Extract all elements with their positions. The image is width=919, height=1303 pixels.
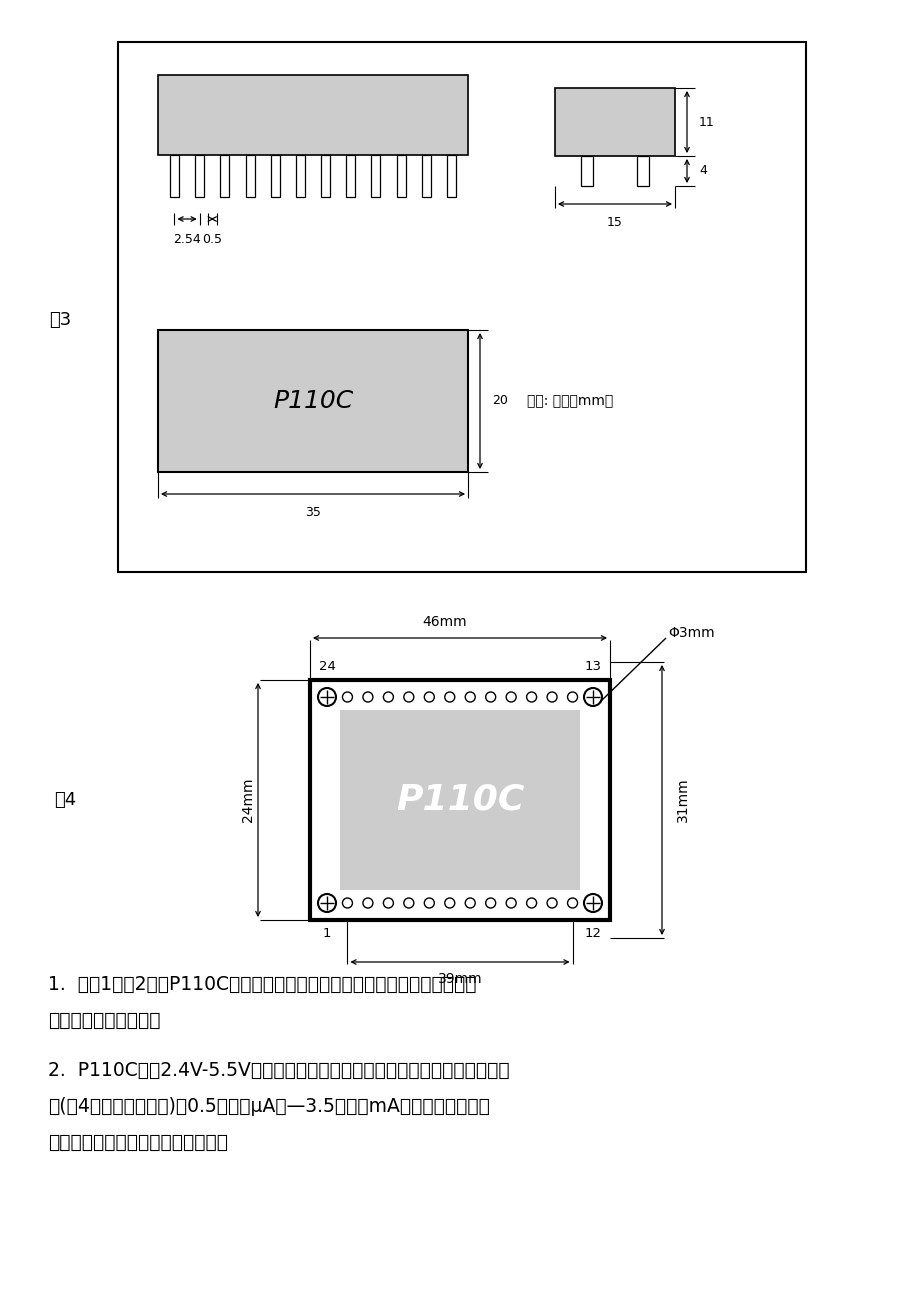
- Bar: [636, 156, 648, 186]
- Text: 13: 13: [584, 661, 601, 674]
- Text: 46mm: 46mm: [422, 615, 467, 629]
- Bar: [346, 155, 355, 197]
- Bar: [310, 680, 609, 920]
- Bar: [296, 155, 304, 197]
- Bar: [371, 155, 380, 197]
- Bar: [118, 42, 805, 572]
- Bar: [195, 155, 204, 197]
- Bar: [581, 156, 593, 186]
- Bar: [396, 155, 405, 197]
- Text: P110C: P110C: [273, 390, 353, 413]
- Text: 图4: 图4: [54, 791, 76, 809]
- Text: 11: 11: [698, 116, 714, 129]
- Bar: [421, 155, 430, 197]
- Text: 1.  由图1、图2可见P110C几乎每一个端口都是多功能的，用户可通过编程选: 1. 由图1、图2可见P110C几乎每一个端口都是多功能的，用户可通过编程选: [48, 975, 476, 994]
- Bar: [321, 155, 330, 197]
- Bar: [270, 155, 279, 197]
- Bar: [158, 76, 468, 155]
- Text: 35: 35: [305, 506, 321, 519]
- Text: 图3: 图3: [49, 311, 71, 328]
- Text: 1: 1: [323, 926, 331, 939]
- Bar: [221, 155, 229, 197]
- Text: 用其中任何一项功能。: 用其中任何一项功能。: [48, 1011, 160, 1029]
- Text: 39mm: 39mm: [437, 972, 482, 986]
- Text: 0.5: 0.5: [202, 233, 222, 246]
- Bar: [554, 89, 675, 156]
- Text: 24: 24: [318, 661, 335, 674]
- Text: 12: 12: [584, 926, 601, 939]
- Text: 单位: 毫米（mm）: 单位: 毫米（mm）: [527, 394, 612, 408]
- Text: 2.54: 2.54: [173, 233, 200, 246]
- Text: 24mm: 24mm: [241, 778, 255, 822]
- Bar: [170, 155, 179, 197]
- Text: 2.  P110C可在2.4V-5.5V供电电压下工作，它自身的耗电可由用户通过编程设: 2. P110C可在2.4V-5.5V供电电压下工作，它自身的耗电可由用户通过编…: [48, 1062, 509, 1080]
- Text: 便是用电池供电也可长期稳定工作。: 便是用电池供电也可长期稳定工作。: [48, 1134, 228, 1152]
- Text: 定(有4挡功耗模式选择)在0.5微安（μA）—3.5毫安（mA）之间，因此，即: 定(有4挡功耗模式选择)在0.5微安（μA）—3.5毫安（mA）之间，因此，即: [48, 1097, 489, 1117]
- Text: Φ3mm: Φ3mm: [667, 625, 714, 640]
- Text: 15: 15: [607, 216, 622, 229]
- Text: 4: 4: [698, 164, 706, 177]
- Text: 31mm: 31mm: [675, 778, 689, 822]
- Bar: [447, 155, 456, 197]
- Bar: [158, 330, 468, 472]
- Bar: [245, 155, 255, 197]
- Bar: [340, 710, 579, 890]
- Text: P110C: P110C: [395, 783, 524, 817]
- Text: 20: 20: [492, 395, 507, 408]
